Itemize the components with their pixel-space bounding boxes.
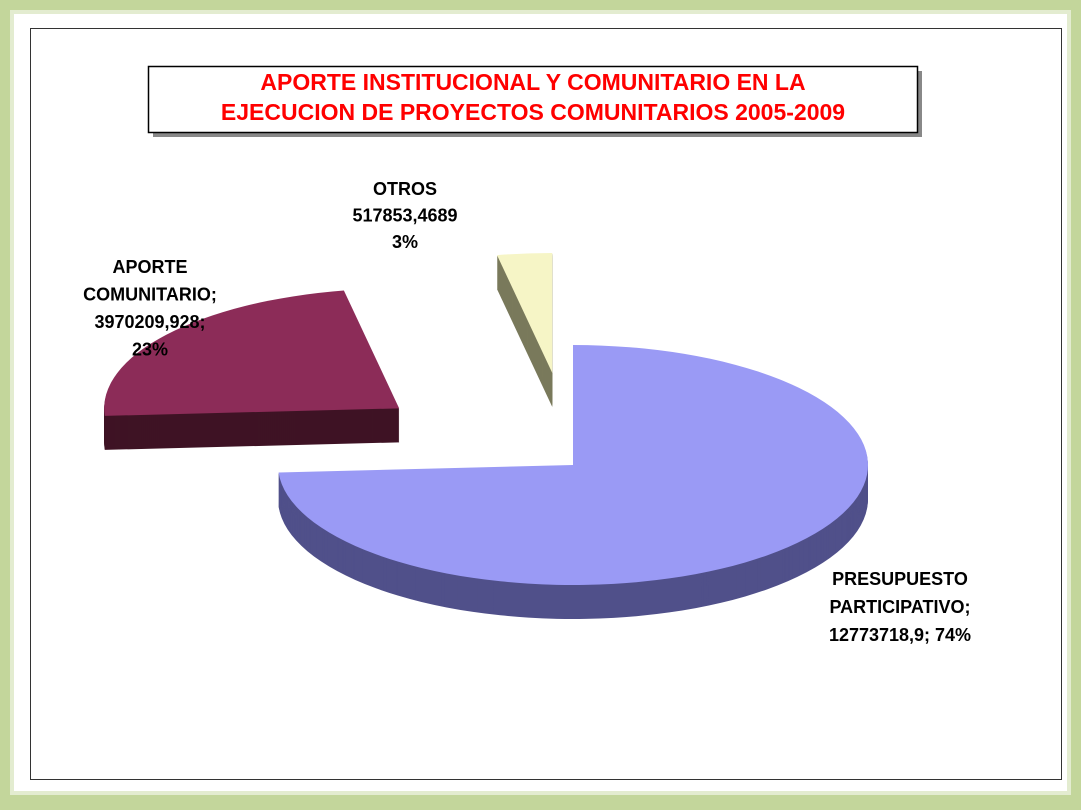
title-box — [147, 65, 919, 134]
data-label: PARTICIPATIVO; — [830, 597, 971, 617]
slice-top — [104, 290, 400, 416]
slice-top — [497, 253, 553, 374]
data-label: PRESUPUESTO — [832, 569, 968, 589]
slice — [497, 253, 553, 408]
slice — [278, 345, 869, 619]
data-label: 23% — [132, 339, 168, 359]
labels: PRESUPUESTO PARTICIPATIVO; 12773718,9; 74%… — [83, 179, 971, 645]
data-label: 12773718,9; 74% — [829, 625, 971, 645]
data-label: 517853,4689 — [352, 205, 457, 225]
data-label: 3% — [392, 232, 418, 252]
data-label: APORTE — [112, 257, 187, 277]
pie — [104, 253, 869, 619]
slice-top — [278, 345, 868, 585]
data-label: 3970209,928; — [94, 312, 205, 332]
chart-title: APORTE INSTITUCIONAL Y COMUNITARIO EN LA — [260, 69, 805, 95]
data-label: COMUNITARIO; — [83, 284, 217, 304]
data-label: OTROS — [373, 179, 437, 199]
chart-title: EJECUCION DE PROYECTOS COMUNITARIOS 2005… — [221, 99, 845, 125]
slice — [104, 290, 400, 450]
